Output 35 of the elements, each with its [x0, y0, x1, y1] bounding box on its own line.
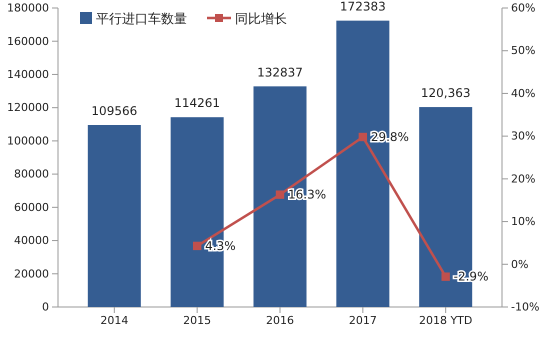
y2-tick-label: 50%: [511, 44, 536, 58]
data-label: 120,363: [420, 86, 470, 100]
y-tick-label: 120000: [7, 101, 49, 114]
y-tick-label: 160000: [7, 34, 49, 48]
y2-tick-label: 10%: [511, 215, 536, 228]
y2-tick-label: 0%: [511, 258, 528, 271]
y-tick-label: 20000: [14, 267, 49, 280]
x-tick-label: 2015: [183, 314, 212, 327]
point: [276, 190, 284, 199]
y-tick-label: 80000: [14, 168, 49, 181]
data-label: 132837: [257, 65, 303, 80]
y2-tick-label: 20%: [511, 172, 536, 186]
x-tick-label: 2016: [266, 314, 294, 327]
legend-label: 平行进口车数量: [96, 12, 187, 27]
legend-label: 同比增长: [235, 12, 287, 27]
y-tick-label: 100000: [7, 134, 49, 148]
data-label: 172383: [340, 0, 386, 14]
point: [441, 272, 450, 281]
data-label: 109566: [91, 104, 138, 118]
y2-tick-label: 40%: [511, 86, 536, 100]
x-tick-label: 2018 YTD: [418, 314, 472, 327]
y-tick-label: 140000: [7, 68, 49, 81]
y2-tick-label: 60%: [511, 2, 536, 15]
point: [358, 132, 368, 142]
y-tick-label: 40000: [14, 234, 49, 248]
bar: [88, 125, 141, 307]
point: [192, 242, 202, 250]
y-tick-label: 0: [42, 300, 49, 314]
data-label: 114261: [174, 96, 220, 110]
x-tick-label: 2017: [348, 314, 377, 327]
y2-tick-label: -10%: [511, 300, 540, 314]
y-tick-label: 60000: [14, 200, 49, 214]
y-tick-label: 180000: [7, 2, 49, 15]
x-tick-label: 2014: [100, 314, 128, 327]
y2-tick-label: 30%: [511, 130, 536, 143]
